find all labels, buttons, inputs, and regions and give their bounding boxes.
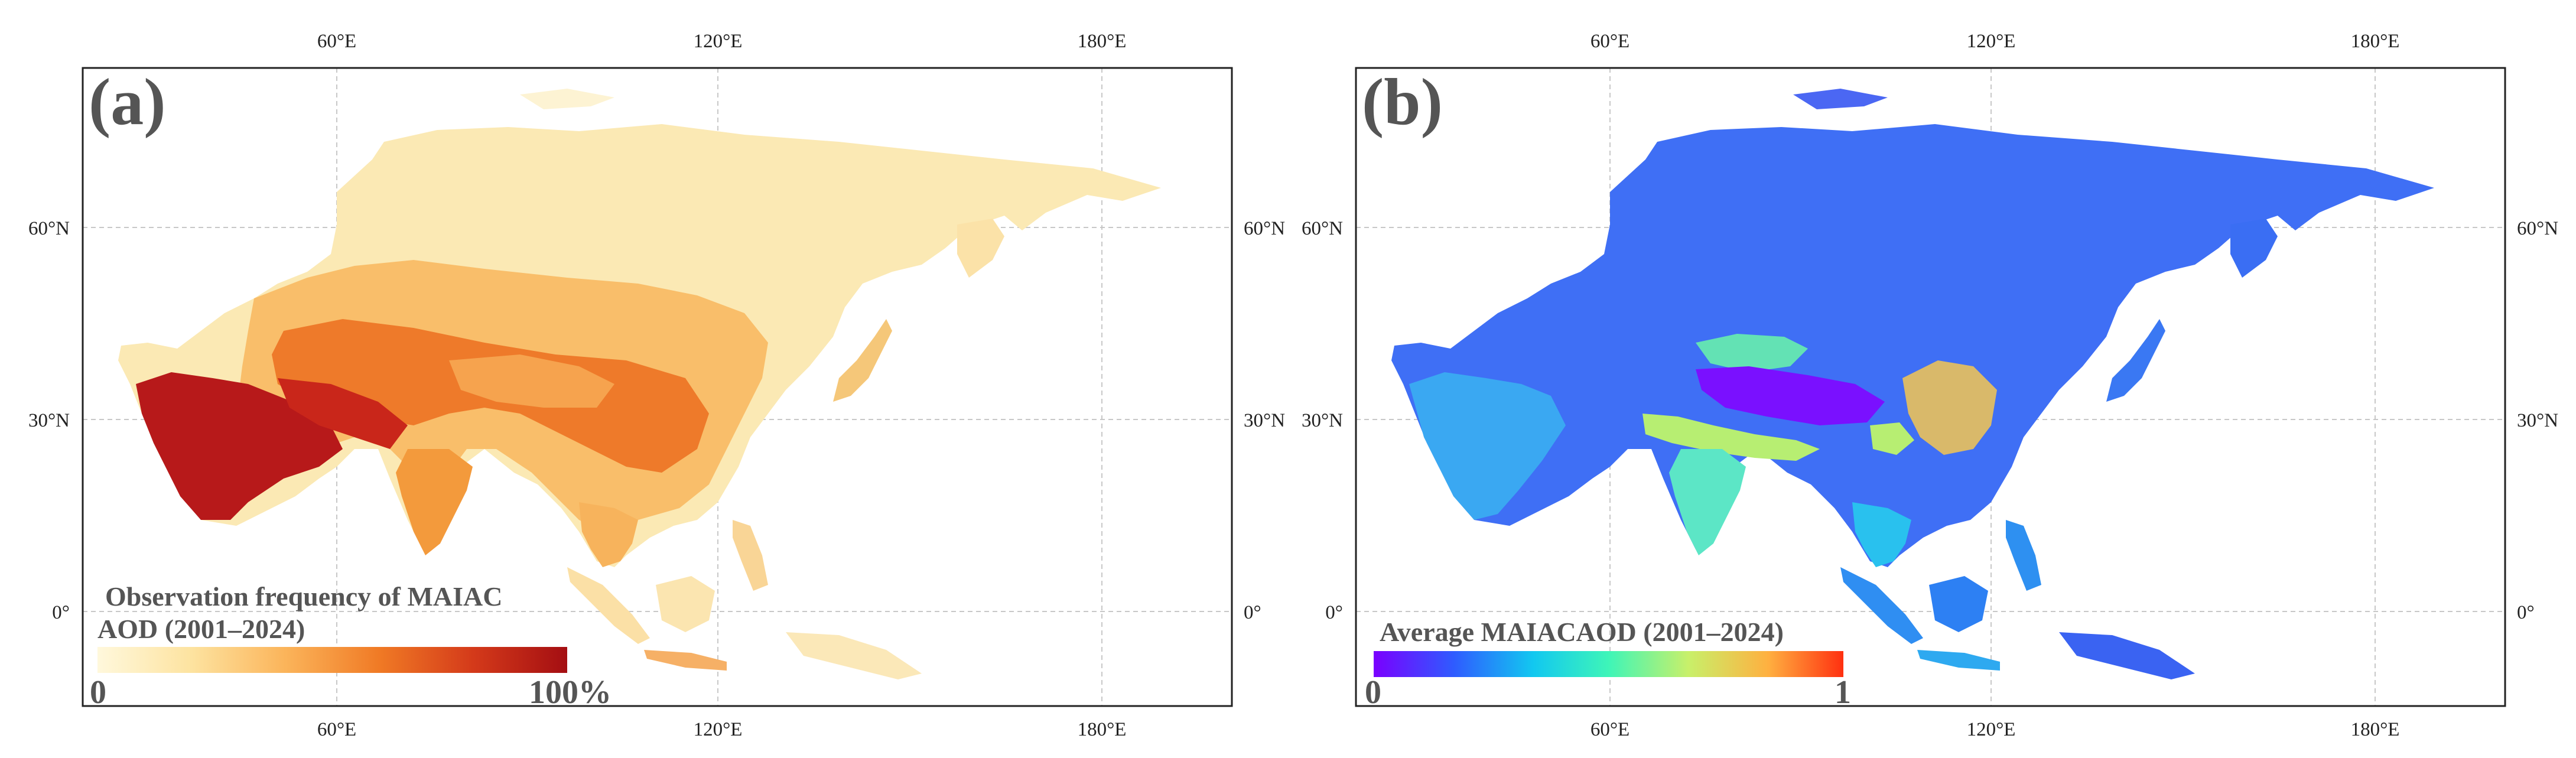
frequency-zone-max-2	[278, 378, 408, 449]
frequency-zone-max	[136, 372, 343, 520]
landmass-indochina	[579, 502, 638, 567]
land-aod-map	[1391, 89, 2434, 679]
lon-tick-top-180e: 180°E	[1078, 31, 1127, 52]
lon-tick-top-180e: 180°E	[2351, 31, 2400, 52]
lon-tick-bottom-60e: 60°E	[317, 719, 356, 740]
aod-zone-tibet	[1696, 366, 1885, 425]
colorbar-a	[97, 647, 567, 673]
lat-tick-left-30n: 30°N	[1302, 410, 1343, 431]
lon-tick-bottom-180e: 180°E	[1078, 719, 1127, 740]
lon-tick-top-120e: 120°E	[1967, 31, 2016, 52]
panel-b: 60°E 120°E 180°E 60°E 120°E 180°E 60°N 3…	[1288, 0, 2576, 758]
colorbar-b-min-label: 0	[1365, 674, 1381, 711]
landmass-sumatra	[1840, 567, 1923, 644]
map-a-canvas: 60°E 120°E 180°E 60°E 120°E 180°E 60°N 3…	[28, 31, 1285, 740]
colorbar-a-max-label: 100%	[529, 674, 612, 711]
landmass-kamchatka	[2230, 219, 2278, 278]
lat-tick-right-30n: 30°N	[1244, 410, 1285, 431]
panel-a: 60°E 120°E 180°E 60°E 120°E 180°E 60°N 3…	[28, 31, 1285, 740]
lat-tick-left-60n: 60°N	[1302, 218, 1343, 239]
lon-tick-top-60e: 60°E	[1591, 31, 1629, 52]
aod-zone-arabia	[1409, 372, 1566, 520]
aod-zone-indo-gangetic	[1642, 414, 1820, 461]
lat-tick-right-0: 0°	[1244, 602, 1261, 623]
aod-zone-east-china	[1902, 360, 1997, 455]
aod-zone-sichuan	[1870, 422, 1914, 455]
colorbar-b	[1374, 651, 1843, 677]
landmass-india	[1669, 449, 1746, 555]
aod-zone-taklamakan	[1696, 334, 1808, 372]
lon-tick-bottom-120e: 120°E	[1967, 719, 2016, 740]
landmass-new-guinea	[786, 632, 922, 679]
lat-tick-left-0: 0°	[1325, 602, 1343, 623]
map-a-frame	[82, 67, 1233, 707]
landmass-arctic-islands	[520, 89, 614, 109]
landmass-borneo	[1929, 576, 1988, 632]
lat-tick-right-30n: 30°N	[2517, 410, 2558, 431]
lon-tick-top-60e: 60°E	[317, 31, 356, 52]
lat-tick-left-0: 0°	[52, 602, 70, 623]
landmass-arctic-islands	[1793, 89, 1888, 109]
colorbar-b-max-label: 1	[1835, 674, 1851, 711]
lon-tick-bottom-60e: 60°E	[1591, 719, 1629, 740]
map-b-canvas: 60°E 120°E 180°E 60°E 120°E 180°E 60°N 3…	[1302, 31, 2558, 740]
lat-tick-right-60n: 60°N	[2517, 218, 2558, 239]
map-b-frame	[1355, 67, 2506, 707]
landmass-japan	[2106, 319, 2165, 402]
panel-letter-b: (b)	[1362, 66, 1443, 139]
frequency-zone-tibet	[449, 354, 614, 408]
lon-tick-bottom-120e: 120°E	[694, 719, 743, 740]
colorbar-a-title-line2: AOD (2001–2024)	[97, 614, 305, 644]
colorbar-a-min-label: 0	[90, 674, 106, 711]
landmass-indochina	[1852, 502, 1911, 567]
landmass-borneo	[656, 576, 715, 632]
lon-tick-bottom-180e: 180°E	[2351, 719, 2400, 740]
lon-tick-top-120e: 120°E	[694, 31, 743, 52]
lat-tick-left-60n: 60°N	[28, 218, 70, 239]
colorbar-a-title-line1: Observation frequency of MAIAC	[105, 581, 502, 611]
landmass-kamchatka	[957, 219, 1004, 278]
colorbar-b-title: Average MAIACAOD (2001–2024)	[1380, 617, 1784, 647]
landmass-philippines	[2006, 520, 2041, 591]
land-frequency-map	[118, 89, 1161, 679]
landmass-asia	[1391, 124, 2434, 567]
lat-tick-right-0: 0°	[2517, 602, 2535, 623]
lat-tick-left-30n: 30°N	[28, 410, 70, 431]
landmass-new-guinea	[2059, 632, 2195, 679]
landmass-india	[396, 449, 473, 555]
landmass-java	[644, 650, 727, 671]
landmass-philippines	[733, 520, 768, 591]
landmass-sumatra	[567, 567, 650, 644]
landmass-japan	[833, 319, 892, 402]
panel-letter-a: (a)	[89, 66, 166, 139]
landmass-java	[1917, 650, 2000, 671]
lat-tick-right-60n: 60°N	[1244, 218, 1285, 239]
